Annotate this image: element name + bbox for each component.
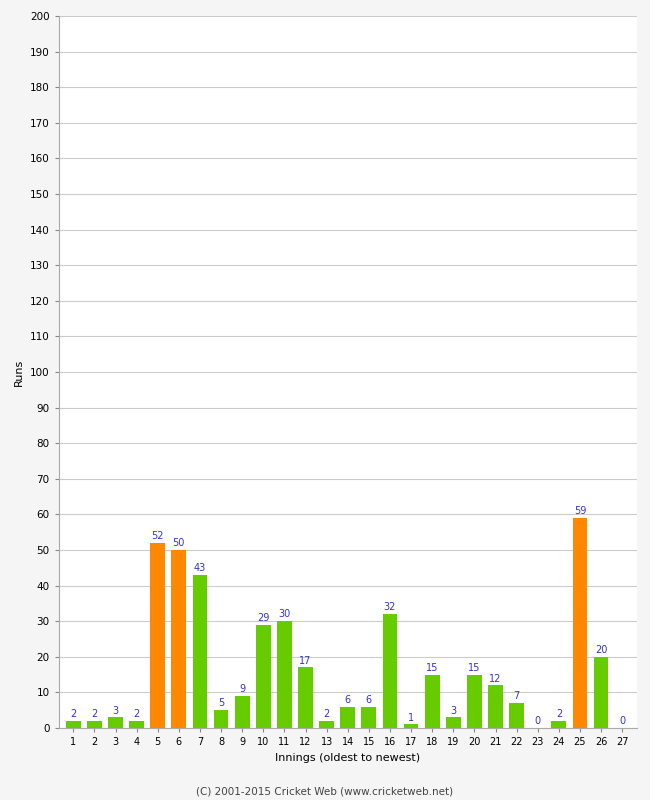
Text: 5: 5	[218, 698, 224, 709]
Text: 52: 52	[151, 531, 164, 541]
Text: 15: 15	[468, 663, 480, 673]
Text: 20: 20	[595, 645, 607, 655]
Bar	[129, 721, 144, 728]
Bar	[551, 721, 566, 728]
Bar	[383, 614, 397, 728]
Bar	[235, 696, 250, 728]
Bar	[446, 718, 461, 728]
Text: 43: 43	[194, 563, 206, 573]
Text: (C) 2001-2015 Cricket Web (www.cricketweb.net): (C) 2001-2015 Cricket Web (www.cricketwe…	[196, 786, 454, 796]
Text: 15: 15	[426, 663, 438, 673]
Bar	[404, 725, 419, 728]
Text: 7: 7	[514, 691, 520, 702]
Bar	[298, 667, 313, 728]
Text: 50: 50	[173, 538, 185, 548]
Text: 2: 2	[324, 709, 330, 719]
Bar	[573, 518, 588, 728]
Text: 2: 2	[556, 709, 562, 719]
Text: 12: 12	[489, 674, 502, 683]
Text: 0: 0	[619, 716, 625, 726]
Bar	[467, 674, 482, 728]
Bar	[425, 674, 439, 728]
Bar	[593, 657, 608, 728]
Text: 3: 3	[112, 706, 118, 715]
Text: 6: 6	[344, 695, 351, 705]
Text: 2: 2	[91, 709, 98, 719]
Bar	[341, 706, 355, 728]
Bar	[87, 721, 102, 728]
Text: 29: 29	[257, 613, 270, 623]
Bar	[214, 710, 228, 728]
Bar	[66, 721, 81, 728]
Bar	[509, 703, 524, 728]
Bar	[319, 721, 334, 728]
Bar	[256, 625, 270, 728]
Bar	[488, 686, 503, 728]
Text: 30: 30	[278, 610, 291, 619]
Text: 0: 0	[535, 716, 541, 726]
Text: 2: 2	[133, 709, 140, 719]
Bar	[277, 622, 292, 728]
Text: 6: 6	[366, 695, 372, 705]
X-axis label: Innings (oldest to newest): Innings (oldest to newest)	[275, 753, 421, 762]
Bar	[192, 575, 207, 728]
Text: 1: 1	[408, 713, 414, 722]
Text: 2: 2	[70, 709, 77, 719]
Text: 59: 59	[574, 506, 586, 516]
Text: 9: 9	[239, 684, 245, 694]
Bar	[108, 718, 123, 728]
Text: 3: 3	[450, 706, 456, 715]
Bar	[150, 543, 165, 728]
Text: 17: 17	[300, 656, 312, 666]
Text: 32: 32	[384, 602, 396, 612]
Bar	[361, 706, 376, 728]
Y-axis label: Runs: Runs	[14, 358, 24, 386]
Bar	[172, 550, 187, 728]
